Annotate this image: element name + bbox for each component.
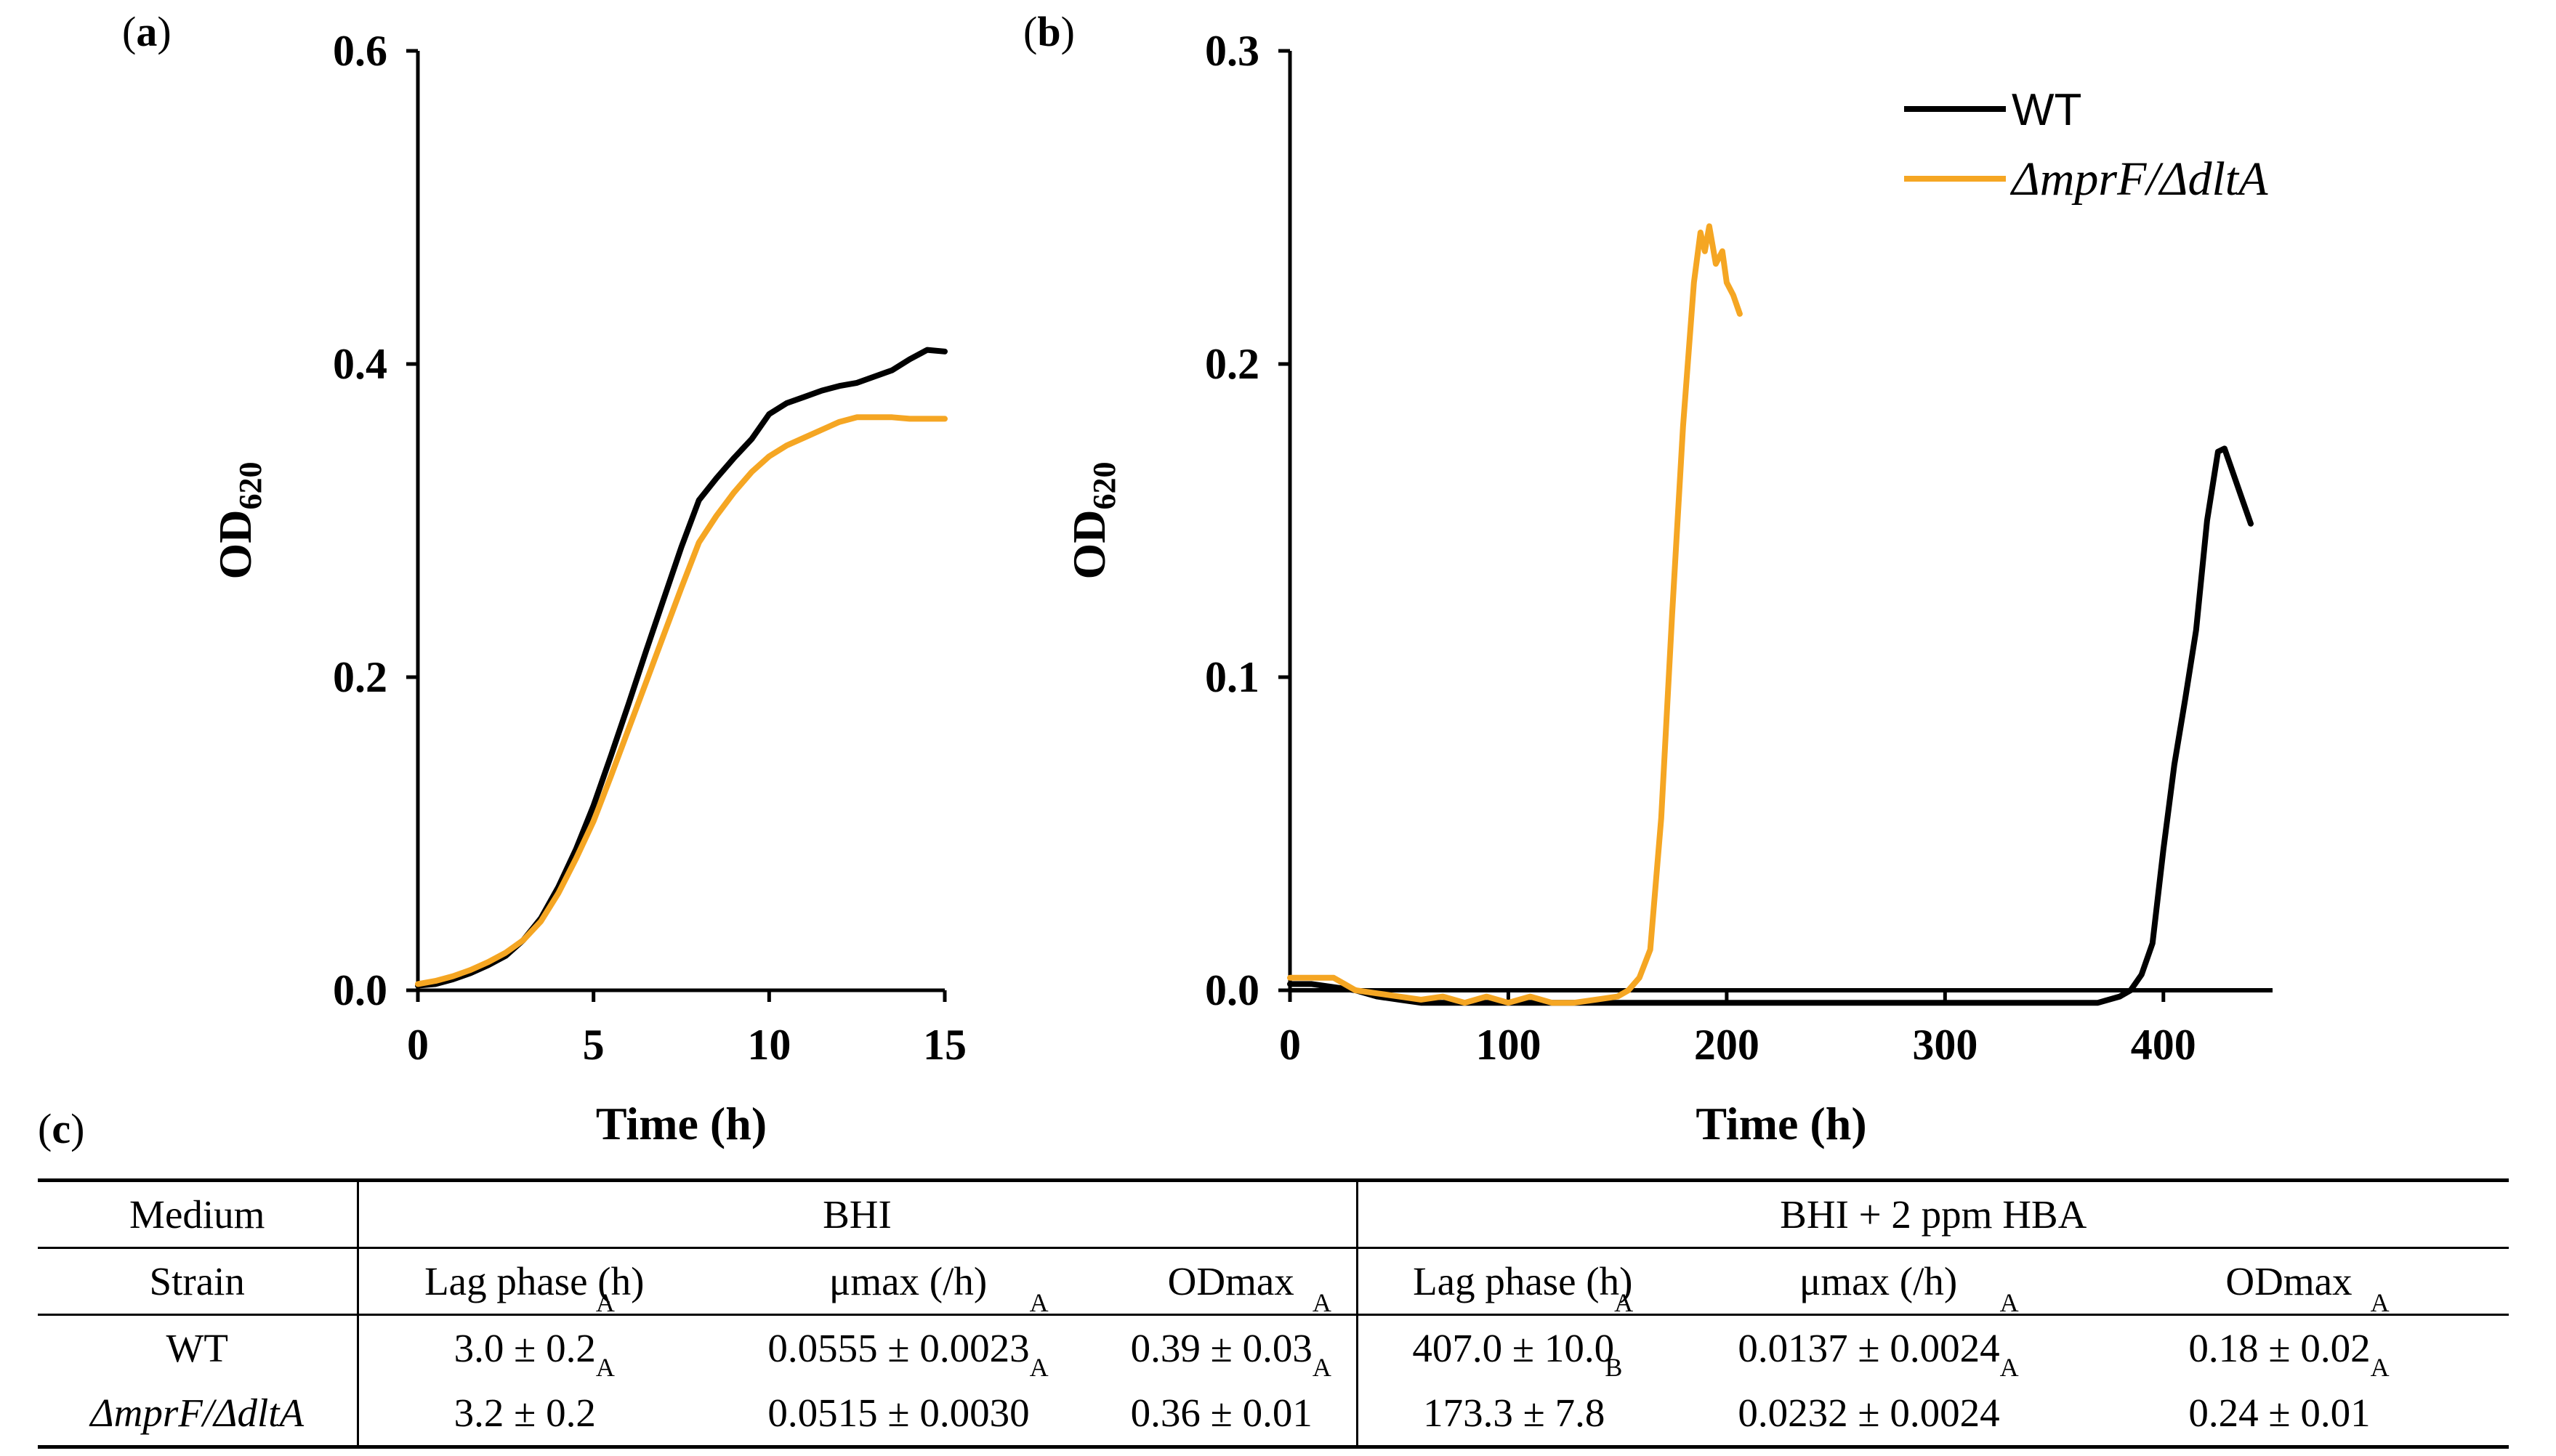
- table-row: ΔmprF/ΔdltA 3.2 ± 0.2A 0.0515 ± 0.0030A …: [38, 1354, 2509, 1449]
- value-cell: 0.0555 ± 0.0023A: [767, 1288, 1049, 1370]
- value-cell: 0.0232 ± 0.0024A: [1688, 1354, 2069, 1449]
- hba-lag-header: Lag phase (h): [1355, 1247, 1688, 1316]
- y-axis-title: OD620: [209, 462, 268, 580]
- value-cell: 407.0 ± 10.0A: [1355, 1290, 1688, 1380]
- strain-cell: WT: [166, 1326, 228, 1370]
- x-axis-title: Time (h): [596, 1098, 767, 1149]
- value-cell: 0.18 ± 0.02A: [2188, 1288, 2390, 1370]
- value-cell: 173.3 ± 7.8B: [1355, 1354, 1688, 1449]
- panel-label-c: (c): [38, 1105, 85, 1152]
- x-tick-label: 100: [1475, 1021, 1541, 1069]
- legend-label-wt: WT: [2012, 85, 2081, 135]
- chart-panel-b: 0.0 0.1 0.2 0.3 0 100 200 300 400 Time (h) OD620 WT…: [1063, 27, 2273, 1149]
- bhi-umax-header: μmax (/h): [710, 1247, 1106, 1316]
- x-tick-label: 0: [1279, 1021, 1301, 1069]
- hba-odmax-header: ODmax: [2069, 1247, 2509, 1316]
- y-tick-label: 0.0: [1205, 966, 1259, 1014]
- value-cell: 3.2 ± 0.2A: [356, 1354, 710, 1449]
- x-tick-label: 10: [747, 1021, 791, 1069]
- chart-panel-a: 0.0 0.2 0.4 0.6 0 5 10 15 Time (h) OD620: [209, 27, 967, 1149]
- y-tick-label: 0.2: [333, 653, 387, 701]
- table-header-strain-row: Strain Lag phase (h) μmax (/h) ODmax Lag…: [38, 1247, 2509, 1316]
- bhi-lag-header: Lag phase (h): [356, 1247, 710, 1316]
- y-tick-label: 0.6: [333, 27, 387, 75]
- x-tick-label: 400: [2131, 1021, 2196, 1069]
- growth-parameters-table: Medium BHI BHI + 2 ppm HBA Strain Lag ph…: [38, 1178, 2509, 1449]
- value-cell: 0.39 ± 0.03A: [1130, 1288, 1331, 1370]
- hba-header: BHI + 2 ppm HBA: [1355, 1178, 2509, 1249]
- x-tick-label: 200: [1694, 1021, 1759, 1069]
- value-cell: 0.24 ± 0.01A: [2069, 1354, 2509, 1449]
- series-line-mutant: [1287, 223, 1743, 1006]
- series-line-wt: [415, 347, 948, 989]
- value-cell: 0.36 ± 0.01A: [1106, 1354, 1357, 1449]
- x-tick-label: 5: [583, 1021, 605, 1069]
- panel-label-b: (b): [1023, 8, 1075, 55]
- y-tick-label: 0.1: [1205, 653, 1259, 701]
- hba-umax-header: μmax (/h): [1688, 1247, 2069, 1316]
- bhi-header: BHI: [356, 1178, 1357, 1249]
- series-line-wt: [1287, 445, 2254, 1006]
- y-tick-label: 0.0: [333, 966, 387, 1014]
- table-header-medium-row: Medium BHI BHI + 2 ppm HBA: [38, 1178, 2509, 1249]
- value-cell: 0.0515 ± 0.0030A: [710, 1354, 1106, 1449]
- strain-label: Strain: [38, 1247, 358, 1316]
- x-tick-label: 0: [407, 1021, 429, 1069]
- x-axis-title: Time (h): [1696, 1098, 1866, 1149]
- value-cell: 0.0137 ± 0.0024A: [1738, 1288, 2019, 1370]
- medium-label: Medium: [38, 1178, 358, 1249]
- x-tick-label: 300: [1912, 1021, 1978, 1069]
- x-tick-label: 15: [923, 1021, 967, 1069]
- y-tick-label: 0.3: [1205, 27, 1259, 75]
- y-tick-label: 0.4: [333, 340, 387, 388]
- bhi-odmax-header: ODmax: [1106, 1247, 1357, 1316]
- value-cell: 3.0 ± 0.2A: [356, 1290, 710, 1380]
- strain-cell: ΔmprF/ΔdltA: [38, 1380, 358, 1449]
- y-tick-label: 0.2: [1205, 340, 1259, 388]
- y-axis-title: OD620: [1063, 462, 1122, 580]
- table-row: WT 3.0 ± 0.2A 0.0555 ± 0.0023A 0.39 ± 0.…: [38, 1288, 2509, 1380]
- panel-label-a: (a): [122, 8, 172, 55]
- series-line-mutant: [415, 414, 948, 987]
- legend-label-mutant: ΔmprF/ΔdltA: [2009, 153, 2268, 206]
